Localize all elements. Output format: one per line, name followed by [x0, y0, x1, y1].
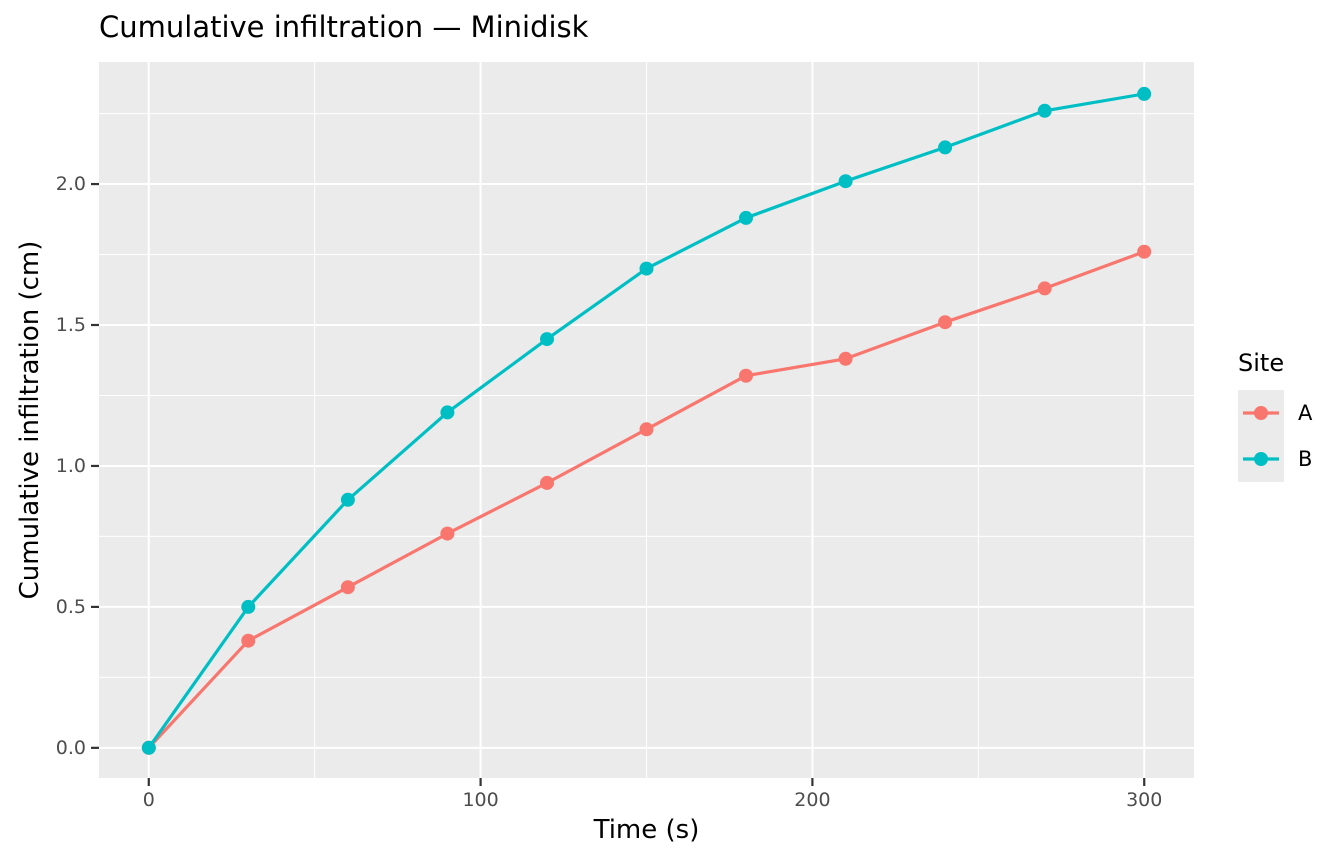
legend-item-A: A [1238, 390, 1312, 436]
legend-key-point [1254, 406, 1268, 420]
x-axis-title: Time (s) [593, 815, 700, 845]
data-point-A [440, 526, 455, 541]
data-point-A [639, 422, 654, 437]
data-point-B [639, 261, 654, 276]
data-point-A [540, 475, 554, 490]
legend-key-A [1238, 390, 1284, 436]
legend-title: Site [1238, 349, 1285, 377]
data-point-A [938, 315, 953, 330]
data-point-B [1037, 103, 1052, 118]
data-point-A [838, 351, 853, 366]
legend-key-point [1254, 452, 1268, 466]
data-point-B [1137, 86, 1152, 101]
data-point-B [938, 140, 953, 155]
data-point-B [241, 599, 256, 614]
y-tick-label: 0.5 [55, 595, 86, 618]
data-point-B [340, 492, 355, 507]
y-tick-label: 1.5 [55, 314, 86, 336]
data-point-B [440, 405, 455, 420]
legend-item-B: B [1238, 436, 1312, 482]
y-axis-title: Cumulative infiltration (cm) [15, 240, 45, 600]
legend-key-B [1238, 436, 1284, 482]
x-tick-label: 300 [1126, 789, 1163, 811]
data-point-A [1137, 244, 1152, 259]
x-tick-label: 100 [462, 789, 499, 811]
data-point-B [838, 174, 853, 189]
y-tick-label: 2.0 [55, 173, 86, 196]
data-point-A [241, 633, 256, 648]
y-tick-label: 1.0 [55, 454, 86, 477]
data-point-B [739, 210, 753, 225]
data-point-B [540, 332, 554, 347]
data-point-A [340, 580, 355, 595]
y-tick-label: 0.0 [55, 736, 86, 759]
chart-title: Cumulative infiltration — Minidisk [99, 10, 589, 44]
x-tick-label: 0 [142, 789, 155, 811]
legend-label: B [1298, 447, 1313, 471]
x-tick-label: 200 [794, 789, 831, 811]
legend-label: A [1298, 401, 1313, 425]
data-point-A [739, 368, 753, 383]
data-point-A [1037, 281, 1052, 296]
data-point-B [141, 740, 156, 755]
